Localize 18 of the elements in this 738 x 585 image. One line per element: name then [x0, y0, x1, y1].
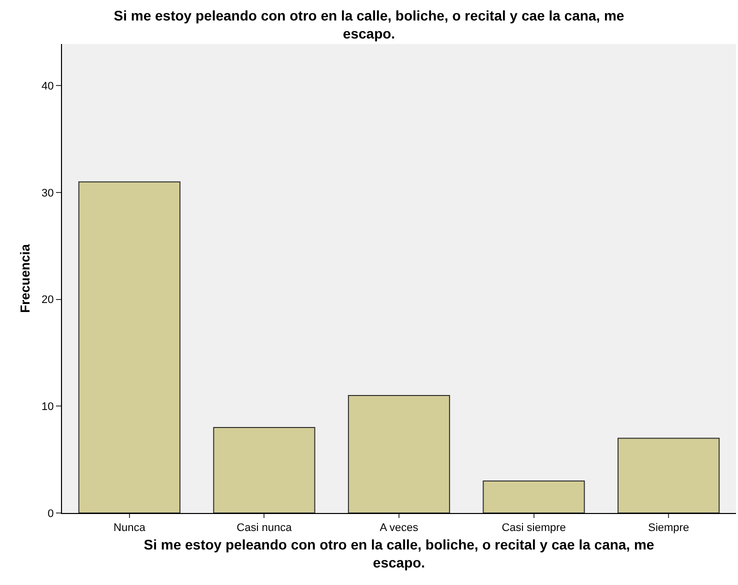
y-tick-label: 40 [42, 80, 54, 93]
y-axis-title: Frecuencia [18, 243, 32, 313]
bar [618, 438, 720, 513]
x-tick-label: Nunca [114, 522, 146, 534]
x-tick-label: Casi siempre [502, 522, 566, 534]
bar [482, 480, 585, 513]
x-axis-title: Si me estoy peleando con otro en la calle, boliche, o recital y cae la cana, me escapo. [144, 536, 654, 571]
y-tick-label: 10 [42, 401, 54, 414]
y-tick-label: 20 [42, 294, 54, 306]
bar [348, 394, 450, 513]
y-tick-label: 0 [48, 508, 54, 520]
bar [78, 181, 180, 513]
x-tick-label: A veces [380, 522, 419, 534]
chart-title: Si me estoy peleando con otro en la calle, boliche, o recital y cae la cana, me escapo. [114, 7, 624, 42]
bar [213, 427, 316, 513]
y-tick-label: 30 [42, 187, 54, 200]
x-tick-label: Siempre [648, 522, 690, 534]
x-tick-label: Casi nunca [236, 522, 293, 534]
